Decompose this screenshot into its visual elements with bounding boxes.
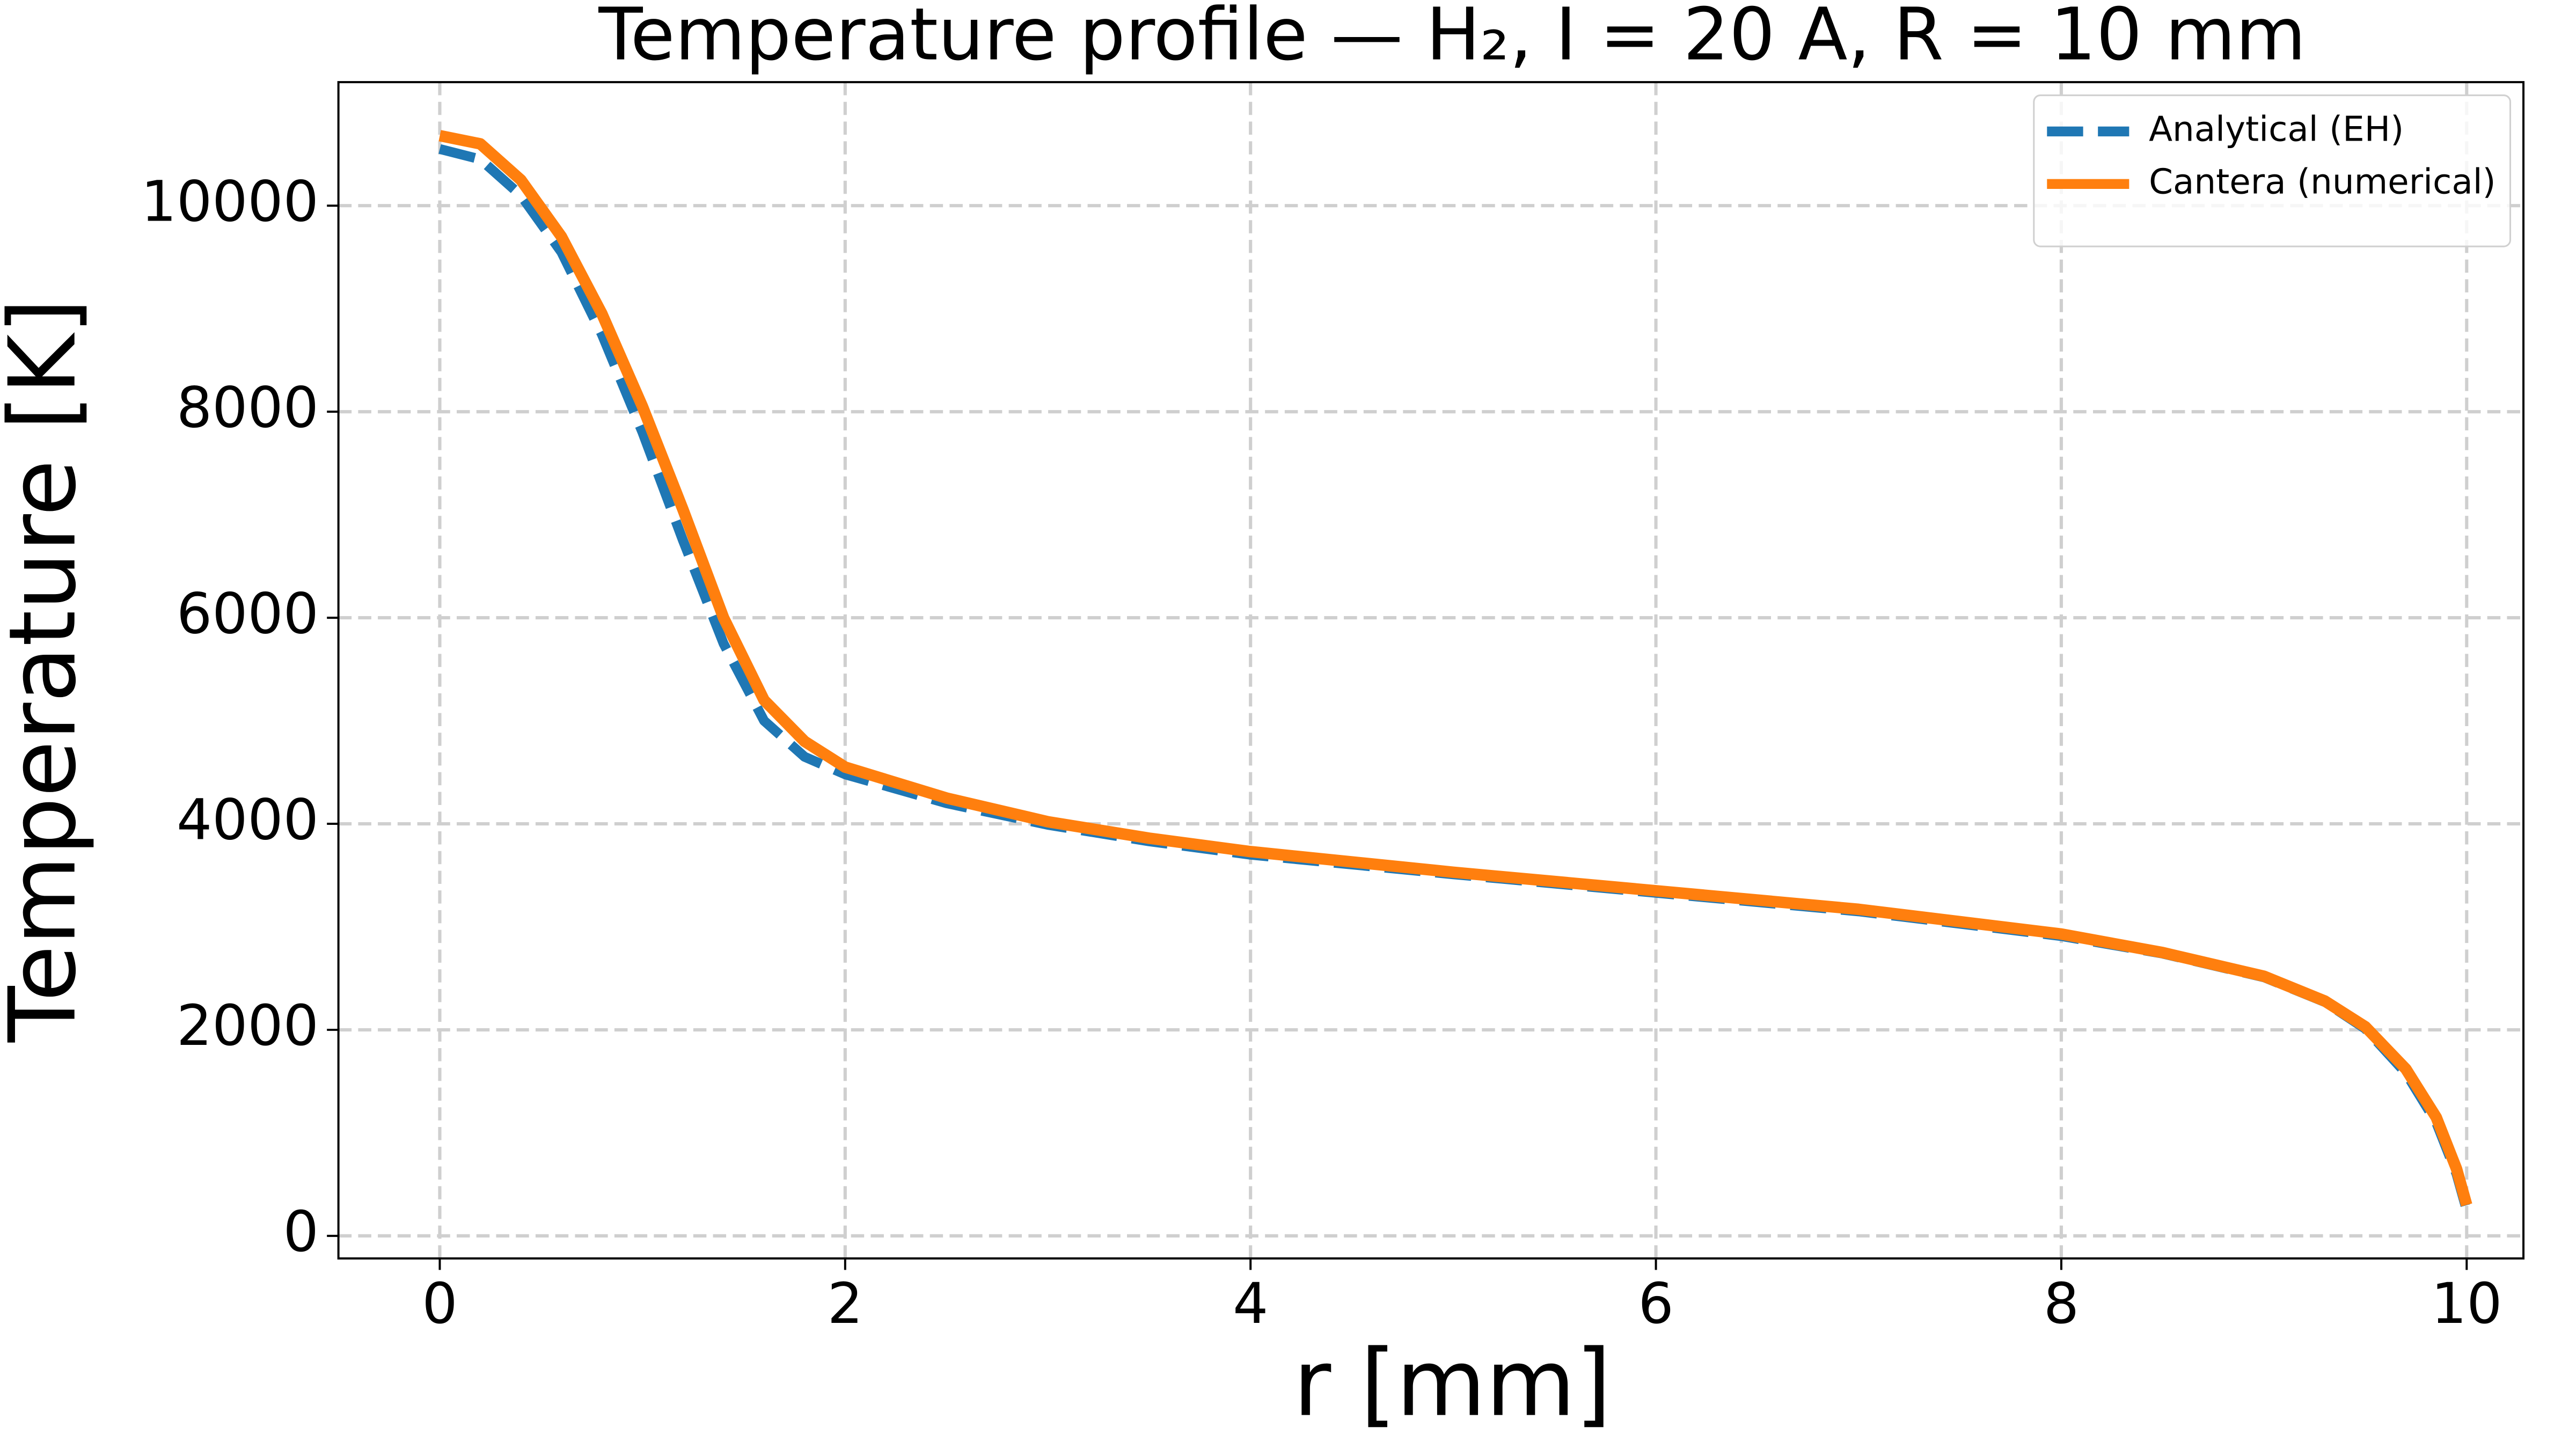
y-tick-label: 10000: [141, 169, 319, 235]
x-tick-label: 2: [828, 1271, 863, 1336]
x-tick-label: 10: [2431, 1271, 2502, 1336]
legend-label: Cantera (numerical): [2149, 162, 2496, 202]
y-tick-label: 6000: [177, 581, 319, 646]
chart-title: Temperature profile — H₂, I = 20 A, R = …: [598, 0, 2306, 77]
legend-box: [2033, 94, 2512, 247]
x-tick-label: 0: [422, 1271, 457, 1336]
y-tick-label: 8000: [177, 375, 319, 440]
x-tick-label: 6: [1638, 1271, 1673, 1336]
y-tick-label: 0: [283, 1199, 319, 1264]
data-line: [438, 130, 2472, 1207]
data-line: [438, 144, 2472, 1212]
x-axis-label: r [mm]: [1293, 1330, 1612, 1437]
x-tick-label: 4: [1233, 1271, 1268, 1336]
plot-area: 0 2000 4000 6000 8000 10000 0 2 4 6 8 10 Analytical …: [141, 81, 2525, 1336]
x-tick-label: 8: [2044, 1271, 2079, 1336]
y-axis-label: Temperature [K]: [0, 298, 97, 1043]
y-tick-label: 2000: [177, 993, 319, 1058]
legend-label: Analytical (EH): [2149, 109, 2404, 149]
plot-frame: [337, 81, 2525, 1260]
y-tick-label: 4000: [177, 787, 319, 852]
